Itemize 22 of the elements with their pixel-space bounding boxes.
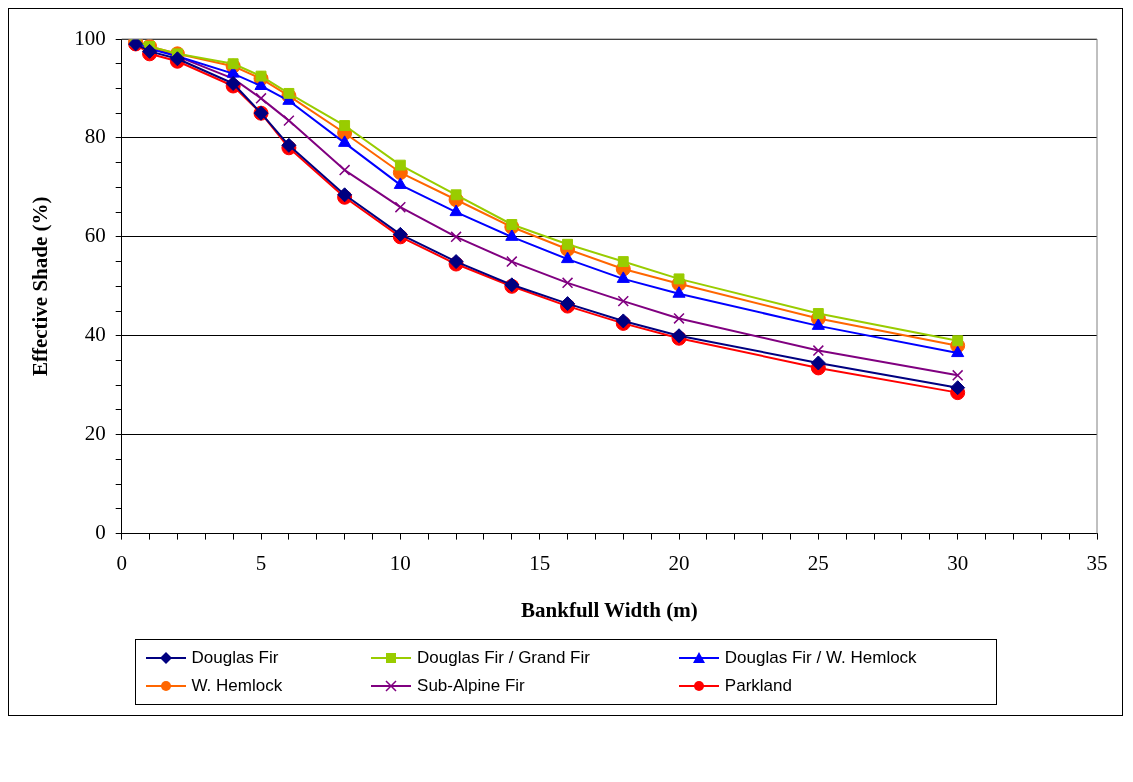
y-tick-label: 60 [84,223,106,248]
x-tick-label: 25 [807,550,829,575]
y-tick-label: 100 [74,25,106,50]
legend-label: W. Hemlock [191,676,283,696]
legend-label: Sub-Alpine Fir [417,676,525,696]
legend-label: Douglas Fir / Grand Fir [417,648,590,668]
x-tick-label: 35 [1086,550,1108,575]
x-tick-label: 20 [668,550,690,575]
y-tick-label: 0 [95,520,106,545]
x-tick-label: 15 [529,550,551,575]
y-axis-title: Effective Shade (%) [28,196,53,377]
legend-label: Parkland [724,676,792,696]
y-tick-label: 20 [84,421,106,446]
x-tick-label: 5 [255,550,267,575]
legend-label: Douglas Fir [191,648,279,668]
y-tick-label: 80 [84,124,106,149]
x-tick-label: 30 [947,550,969,575]
x-axis-title: Bankfull Width (m) [521,597,698,622]
x-tick-label: 0 [116,550,127,575]
x-tick-label: 10 [389,550,411,575]
legend-label: Douglas Fir / W. Hemlock [724,648,917,668]
y-tick-label: 40 [84,322,106,347]
